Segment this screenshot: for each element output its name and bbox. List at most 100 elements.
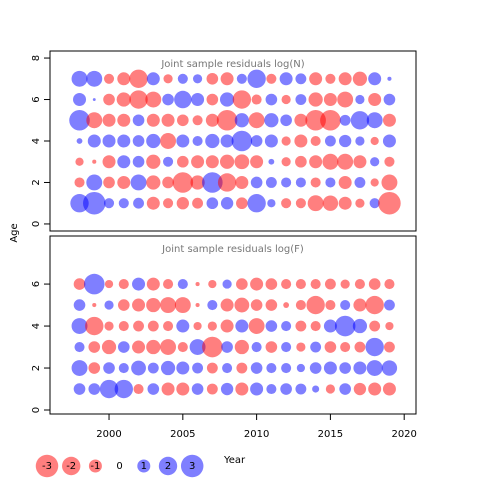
bubble bbox=[265, 278, 278, 290]
bubble bbox=[103, 362, 115, 374]
bubble bbox=[118, 362, 129, 374]
bubble bbox=[86, 174, 103, 191]
bubble bbox=[382, 113, 396, 127]
bubble bbox=[353, 361, 367, 375]
bubble bbox=[163, 74, 173, 84]
bubble bbox=[71, 360, 88, 376]
bubble bbox=[132, 155, 145, 168]
bubble bbox=[250, 362, 263, 374]
bubble bbox=[366, 360, 383, 376]
bubble bbox=[266, 383, 277, 395]
bubble bbox=[355, 136, 365, 146]
bubble bbox=[103, 93, 115, 106]
bubble bbox=[251, 342, 262, 353]
bubble bbox=[133, 383, 144, 395]
bubble bbox=[177, 73, 188, 84]
bubble bbox=[236, 73, 247, 84]
bubble bbox=[355, 94, 365, 105]
bubble bbox=[339, 362, 351, 374]
bubble bbox=[281, 198, 292, 209]
bubble bbox=[334, 315, 356, 337]
bubble bbox=[340, 279, 350, 289]
bubble bbox=[280, 383, 292, 395]
bubble bbox=[88, 383, 101, 395]
bubble bbox=[117, 72, 131, 86]
bubble bbox=[247, 69, 266, 88]
bubble bbox=[283, 302, 290, 308]
bubble bbox=[222, 279, 232, 289]
bubble bbox=[281, 342, 292, 353]
bubble bbox=[174, 297, 191, 314]
bubble bbox=[324, 278, 336, 290]
bubble bbox=[132, 298, 146, 312]
bubble bbox=[104, 279, 114, 289]
bubble bbox=[220, 382, 234, 396]
bubble bbox=[73, 299, 86, 311]
bubble bbox=[83, 191, 106, 215]
bubble bbox=[85, 316, 104, 336]
bubble bbox=[132, 340, 146, 354]
bubble bbox=[220, 72, 234, 86]
bubble bbox=[323, 319, 337, 333]
bubble bbox=[86, 112, 103, 129]
bubble bbox=[234, 113, 249, 128]
bubble bbox=[236, 278, 248, 290]
y-tick-label: 4 bbox=[31, 323, 42, 329]
bubble bbox=[146, 113, 160, 127]
bubble bbox=[310, 279, 321, 290]
bubble bbox=[83, 273, 105, 295]
bubble bbox=[88, 341, 101, 353]
legend-label: -3 bbox=[42, 461, 52, 472]
bubble bbox=[177, 114, 189, 127]
bubble bbox=[176, 134, 190, 148]
y-tick-label: 4 bbox=[31, 138, 42, 144]
bubble bbox=[117, 341, 130, 353]
bubble bbox=[160, 339, 177, 356]
bubble bbox=[146, 196, 160, 210]
bubble bbox=[295, 320, 307, 332]
x-tick-label: 2020 bbox=[391, 429, 416, 440]
bubble bbox=[147, 383, 160, 395]
bubble bbox=[231, 130, 253, 152]
bubble bbox=[114, 379, 133, 399]
legend-bubble bbox=[35, 454, 59, 478]
bubble bbox=[310, 135, 321, 147]
bubble bbox=[162, 176, 174, 189]
bubble bbox=[281, 279, 292, 290]
bubble bbox=[250, 277, 264, 291]
bubble bbox=[132, 114, 145, 127]
bubble bbox=[161, 382, 175, 396]
bubble bbox=[76, 138, 83, 144]
bubble bbox=[365, 337, 384, 357]
legend-bubble bbox=[180, 454, 204, 478]
bubble bbox=[117, 299, 130, 311]
bubble bbox=[174, 90, 192, 109]
legend-bubble bbox=[158, 456, 178, 476]
bubble bbox=[323, 361, 337, 375]
bubble bbox=[353, 298, 367, 312]
x-tick-label: 2010 bbox=[244, 429, 269, 440]
bubble bbox=[74, 342, 85, 353]
bubble bbox=[234, 339, 249, 355]
bubble bbox=[338, 175, 352, 189]
bubble bbox=[295, 383, 307, 395]
bubble bbox=[146, 72, 160, 86]
bubble bbox=[146, 133, 161, 149]
bubble bbox=[268, 158, 275, 165]
x-axis-label: Year bbox=[223, 455, 246, 466]
bubble bbox=[102, 113, 116, 127]
panel-title: Joint sample residuals log(N) bbox=[160, 59, 304, 70]
bubble bbox=[192, 115, 203, 126]
bubble bbox=[355, 198, 365, 208]
bubble bbox=[295, 94, 307, 105]
bubble bbox=[250, 176, 263, 189]
bubble bbox=[177, 279, 188, 290]
bubble bbox=[248, 318, 265, 335]
bubble bbox=[325, 384, 335, 394]
bubble bbox=[161, 113, 175, 127]
bubble bbox=[87, 134, 101, 148]
bubble bbox=[281, 94, 291, 105]
bubble bbox=[206, 362, 218, 374]
bubble bbox=[103, 198, 115, 209]
bubble bbox=[118, 279, 129, 290]
